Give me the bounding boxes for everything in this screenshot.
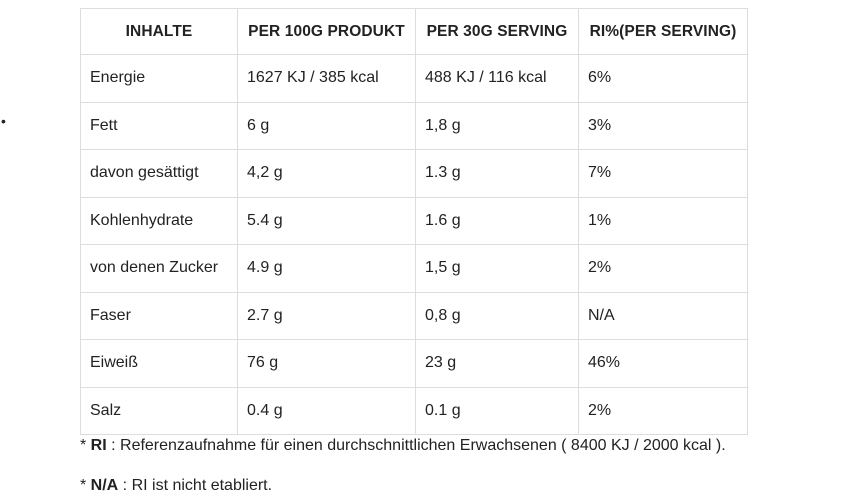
table-row: Salz 0.4 g 0.1 g 2% <box>80 386 748 435</box>
cell-ri: 2% <box>578 386 748 435</box>
cell-ri: 46% <box>578 339 748 388</box>
cell-nutrient: Fett <box>80 101 238 150</box>
cell-per-100g: 6 g <box>237 101 416 150</box>
footnote-ri-text: : Referenzaufnahme für einen durchschnit… <box>106 437 726 454</box>
cell-nutrient: Faser <box>80 291 238 340</box>
table-row: Kohlenhydrate 5.4 g 1.6 g 1% <box>80 196 748 245</box>
table-row: Eiweiß 76 g 23 g 46% <box>80 339 748 388</box>
cell-ri: 7% <box>578 149 748 198</box>
cell-per-100g: 76 g <box>237 339 416 388</box>
header-inhalte: INHALTE <box>80 8 238 55</box>
footnote-na-term: N/A <box>90 477 119 494</box>
header-per-100g: PER 100G PRODUKT <box>237 8 416 55</box>
cell-per-30g: 1.6 g <box>415 196 579 245</box>
footnote-na: * N/A : RI ist nicht etabliert. <box>80 476 272 496</box>
cell-per-30g: 1,5 g <box>415 244 579 293</box>
bullet-marker: • <box>1 113 6 129</box>
cell-ri: N/A <box>578 291 748 340</box>
cell-per-30g: 1,8 g <box>415 101 579 150</box>
header-ri-percent: RI%(PER SERVING) <box>578 8 748 55</box>
cell-per-100g: 4.9 g <box>237 244 416 293</box>
cell-nutrient: davon gesättigt <box>80 149 238 198</box>
table-row: davon gesättigt 4,2 g 1.3 g 7% <box>80 149 748 198</box>
cell-ri: 2% <box>578 244 748 293</box>
cell-per-100g: 5.4 g <box>237 196 416 245</box>
footnote-ri-prefix: * <box>80 437 91 454</box>
cell-nutrient: von denen Zucker <box>80 244 238 293</box>
cell-nutrient: Salz <box>80 386 238 435</box>
footnote-na-prefix: * <box>80 477 91 494</box>
footnote-na-text: : RI ist nicht etabliert. <box>118 477 273 494</box>
cell-per-30g: 0.1 g <box>415 386 579 435</box>
table-row: Faser 2.7 g 0,8 g N/A <box>80 291 748 340</box>
cell-nutrient: Kohlenhydrate <box>80 196 238 245</box>
table-header-row: INHALTE PER 100G PRODUKT PER 30G SERVING… <box>80 8 748 55</box>
cell-per-100g: 1627 KJ / 385 kcal <box>237 54 416 103</box>
cell-per-30g: 23 g <box>415 339 579 388</box>
cell-ri: 3% <box>578 101 748 150</box>
cell-per-30g: 0,8 g <box>415 291 579 340</box>
table-row: Fett 6 g 1,8 g 3% <box>80 101 748 150</box>
cell-per-30g: 1.3 g <box>415 149 579 198</box>
footnote-ri-term: RI <box>90 437 107 454</box>
cell-nutrient: Eiweiß <box>80 339 238 388</box>
header-per-30g: PER 30G SERVING <box>415 8 579 55</box>
table-row: von denen Zucker 4.9 g 1,5 g 2% <box>80 244 748 293</box>
cell-per-100g: 2.7 g <box>237 291 416 340</box>
cell-per-30g: 488 KJ / 116 kcal <box>415 54 579 103</box>
nutrition-table: INHALTE PER 100G PRODUKT PER 30G SERVING… <box>80 8 748 435</box>
footnote-ri: * RI : Referenzaufnahme für einen durchs… <box>80 436 726 456</box>
table-row: Energie 1627 KJ / 385 kcal 488 KJ / 116 … <box>80 54 748 103</box>
cell-per-100g: 0.4 g <box>237 386 416 435</box>
cell-per-100g: 4,2 g <box>237 149 416 198</box>
cell-ri: 6% <box>578 54 748 103</box>
cell-ri: 1% <box>578 196 748 245</box>
cell-nutrient: Energie <box>80 54 238 103</box>
